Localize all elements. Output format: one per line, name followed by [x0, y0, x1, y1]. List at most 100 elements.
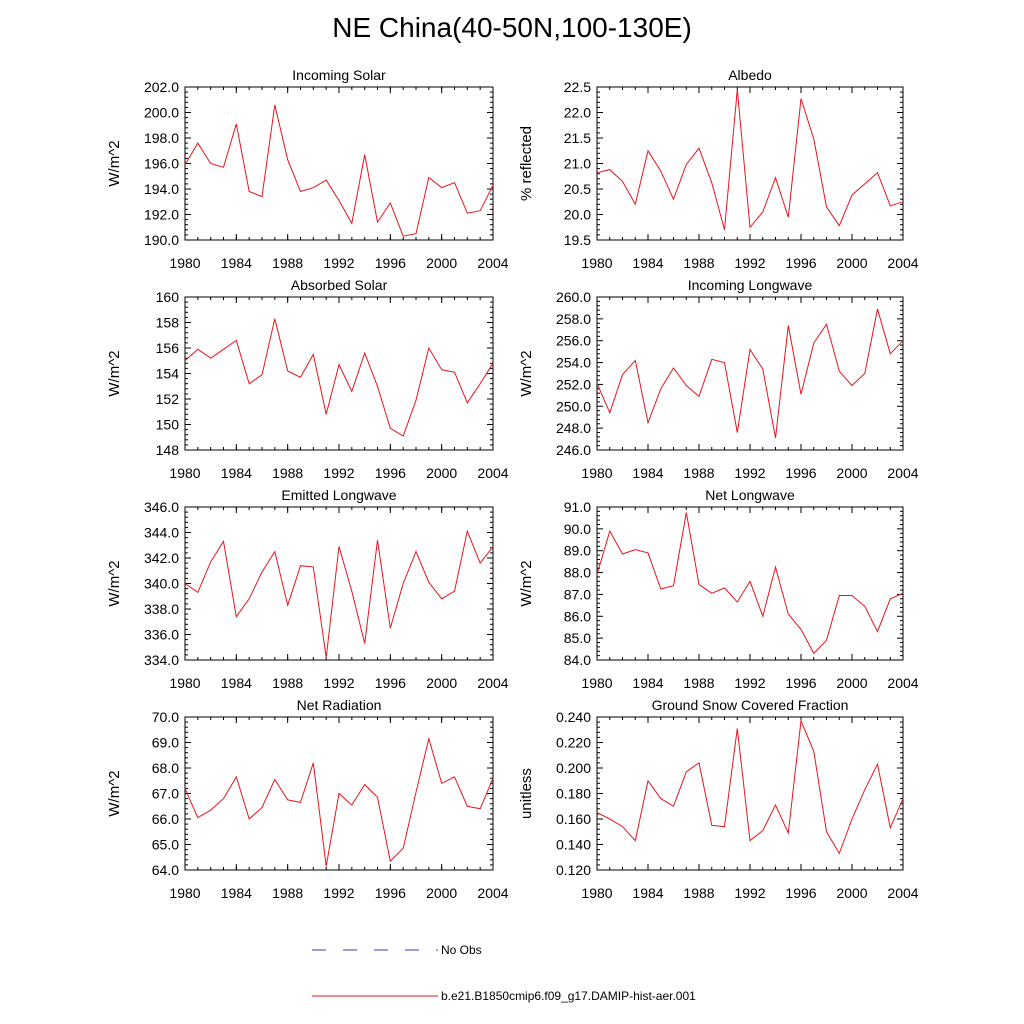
x-tick-label: 2004 [477, 675, 508, 691]
y-tick-label: 0.160 [556, 811, 591, 827]
y-tick-label: 192.0 [144, 207, 179, 223]
x-tick-label: 2000 [426, 675, 457, 691]
y-tick-label: 342.0 [144, 550, 179, 566]
x-tick-label: 1984 [632, 465, 663, 481]
y-tick-label: 0.240 [556, 709, 591, 725]
x-tick-label: 2004 [887, 255, 918, 271]
plot-frame [596, 296, 904, 451]
x-tick-label: 1992 [323, 885, 354, 901]
x-tick-label: 1984 [632, 255, 663, 271]
series-line [596, 308, 904, 439]
x-tick-label: 2000 [836, 465, 867, 481]
series-line [184, 104, 494, 237]
y-tick-label: 20.5 [564, 181, 591, 197]
y-axis-label: unitless [518, 768, 535, 819]
chart-panel-4: Incoming Longwave W/m^2 1980 1984 1988 1992 19… [518, 277, 919, 481]
x-tick-label: 2000 [836, 675, 867, 691]
x-tick-label: 1988 [272, 675, 303, 691]
x-tick-label: 1984 [221, 465, 252, 481]
y-tick-label: 190.0 [144, 232, 179, 248]
y-tick-label: 21.5 [564, 130, 591, 146]
y-tick-label: 150 [156, 417, 180, 433]
y-tick-label: 0.120 [556, 862, 591, 878]
y-tick-label: 84.0 [564, 652, 591, 668]
y-tick-label: 346.0 [144, 499, 179, 515]
y-tick-label: 198.0 [144, 130, 179, 146]
series-line [184, 318, 494, 437]
x-tick-label: 2000 [426, 465, 457, 481]
x-tick-label: 2004 [887, 675, 918, 691]
series-line [596, 89, 904, 230]
y-tick-label: 338.0 [144, 601, 179, 617]
y-tick-label: 258.0 [556, 311, 591, 327]
y-tick-label: 90.0 [564, 521, 591, 537]
legend-label-no-obs: No Obs [441, 943, 482, 957]
series-line [184, 736, 494, 867]
y-tick-label: 20.0 [564, 207, 591, 223]
chart-panel-1: Incoming Solar W/m^2 1980 1984 1988 1992 1996 2… [106, 67, 509, 271]
x-tick-label: 1984 [221, 885, 252, 901]
y-tick-label: 256.0 [556, 333, 591, 349]
x-tick-label: 1980 [581, 675, 612, 691]
x-tick-label: 2004 [887, 885, 918, 901]
x-tick-label: 1992 [323, 255, 354, 271]
x-tick-label: 1980 [169, 465, 200, 481]
x-tick-label: 2004 [477, 255, 508, 271]
y-tick-label: 148 [156, 442, 180, 458]
y-tick-label: 68.0 [152, 760, 179, 776]
x-tick-label: 1984 [221, 255, 252, 271]
y-tick-label: 158 [156, 315, 180, 331]
legend-label-model: b.e21.B1850cmip6.f09_g17.DAMIP-hist-aer.… [441, 989, 696, 1003]
chart-panel-8: Ground Snow Covered Fraction unitless 1980… [518, 697, 919, 901]
x-tick-label: 2004 [477, 465, 508, 481]
x-tick-label: 1992 [734, 675, 765, 691]
y-tick-label: 156 [156, 340, 180, 356]
x-tick-label: 1980 [169, 885, 200, 901]
x-tick-label: 2004 [887, 465, 918, 481]
y-tick-label: 154 [156, 366, 180, 382]
x-tick-label: 1988 [683, 465, 714, 481]
x-tick-label: 2000 [426, 255, 457, 271]
panel-title: Emitted Longwave [281, 487, 396, 503]
x-tick-label: 1980 [581, 465, 612, 481]
panel-title: Net Longwave [705, 487, 795, 503]
x-tick-label: 1988 [272, 465, 303, 481]
plot-frame [184, 506, 494, 661]
panel-title: Absorbed Solar [291, 277, 388, 293]
y-tick-label: 22.0 [564, 105, 591, 121]
y-tick-label: 246.0 [556, 442, 591, 458]
plot-frame [596, 86, 904, 241]
x-tick-label: 1984 [632, 885, 663, 901]
y-tick-label: 66.0 [152, 811, 179, 827]
x-tick-label: 1988 [272, 885, 303, 901]
y-tick-label: 70.0 [152, 709, 179, 725]
y-tick-label: 87.0 [564, 586, 591, 602]
panel-title: Net Radiation [297, 697, 382, 713]
plot-frame [184, 86, 494, 241]
page-title: NE China(40-50N,100-130E) [332, 12, 692, 43]
y-tick-label: 152 [156, 391, 180, 407]
x-tick-label: 1988 [683, 885, 714, 901]
y-tick-label: 0.180 [556, 786, 591, 802]
x-tick-label: 1996 [785, 255, 816, 271]
x-tick-label: 1996 [785, 675, 816, 691]
chart-panel-5: Emitted Longwave W/m^2 1980 1984 1988 1992 199… [106, 487, 509, 691]
panel-title: Albedo [728, 67, 772, 83]
series-line [184, 529, 494, 658]
y-tick-label: 22.5 [564, 79, 591, 95]
y-tick-label: 250.0 [556, 398, 591, 414]
y-tick-label: 69.0 [152, 735, 179, 751]
y-tick-label: 160 [156, 289, 180, 305]
x-tick-label: 2004 [477, 885, 508, 901]
x-tick-label: 2000 [836, 255, 867, 271]
series-line [596, 718, 904, 855]
x-tick-label: 1996 [375, 675, 406, 691]
y-tick-label: 64.0 [152, 862, 179, 878]
plot-frame [596, 716, 904, 871]
y-tick-label: 248.0 [556, 420, 591, 436]
x-tick-label: 1996 [785, 885, 816, 901]
y-tick-label: 0.140 [556, 837, 591, 853]
y-tick-label: 194.0 [144, 181, 179, 197]
y-tick-label: 196.0 [144, 156, 179, 172]
chart-panel-6: Net Longwave W/m^2 1980 1984 1988 1992 1996 200… [518, 487, 919, 691]
